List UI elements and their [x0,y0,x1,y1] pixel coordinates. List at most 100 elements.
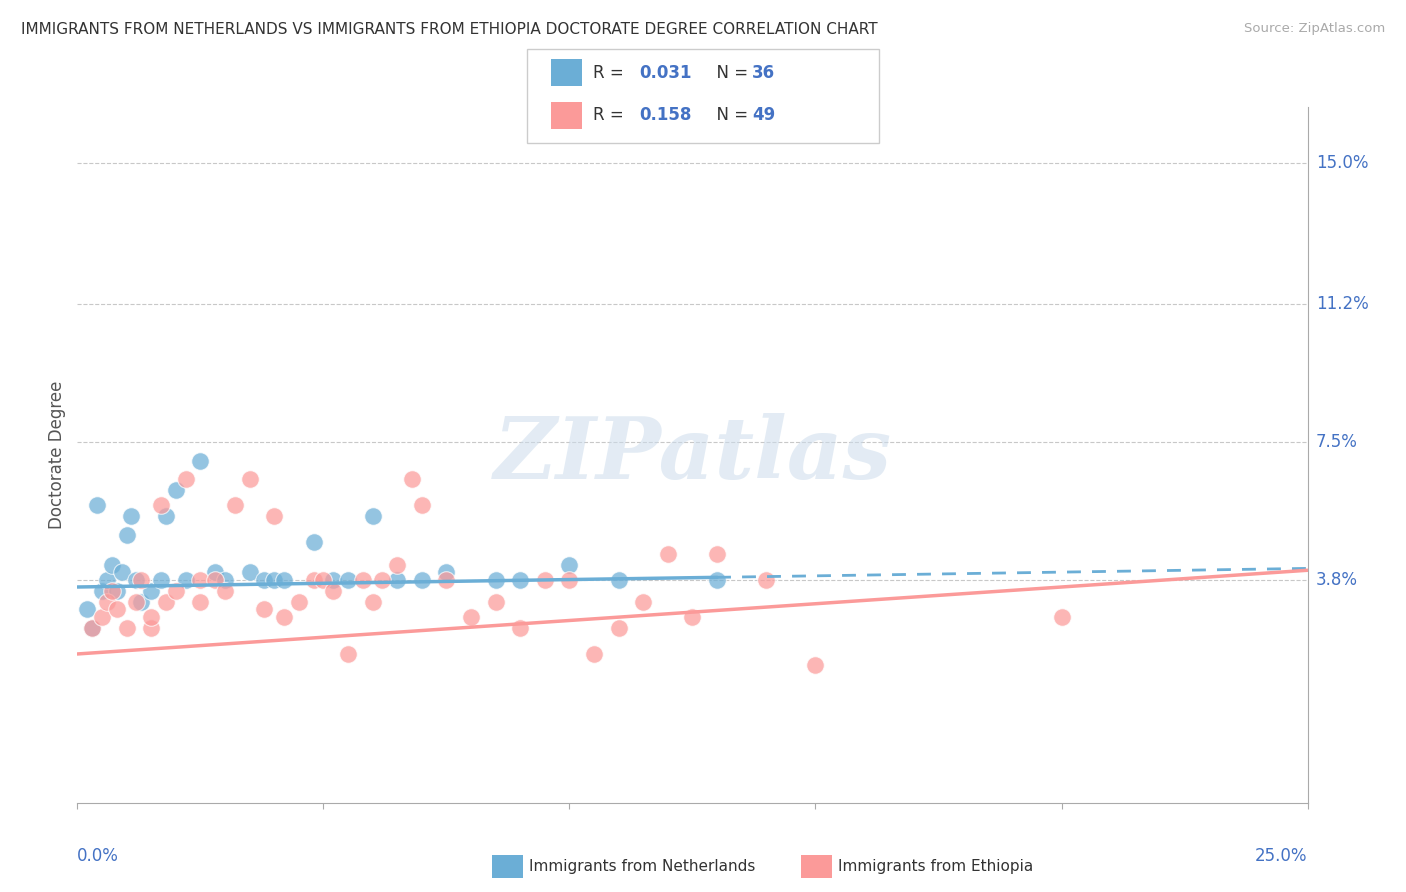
Point [485,573,508,587]
Text: R =: R = [593,64,630,82]
Point [204,573,226,587]
Point [411,498,433,512]
Text: 7.5%: 7.5% [1316,433,1358,450]
Point [337,573,360,587]
Point [657,547,679,561]
Point [125,573,148,587]
Point [150,573,173,587]
Text: 49: 49 [752,106,776,124]
Point [150,498,173,512]
Point [204,565,226,579]
Text: ZIPatlas: ZIPatlas [494,413,891,497]
Point [101,558,124,572]
Text: IMMIGRANTS FROM NETHERLANDS VS IMMIGRANTS FROM ETHIOPIA DOCTORATE DEGREE CORRELA: IMMIGRANTS FROM NETHERLANDS VS IMMIGRANT… [21,22,877,37]
Point [188,595,212,609]
Point [607,621,630,635]
Point [706,573,728,587]
Point [96,573,118,587]
Point [90,583,114,598]
Point [224,498,246,512]
Point [361,509,384,524]
Point [105,602,128,616]
Point [174,472,197,486]
Point [129,595,153,609]
Text: R =: R = [593,106,630,124]
Point [188,573,212,587]
Point [302,535,325,549]
Point [141,609,163,624]
Text: 15.0%: 15.0% [1316,153,1368,172]
Point [558,558,581,572]
Point [111,565,132,579]
Point [174,573,197,587]
Point [804,658,827,673]
Text: Source: ZipAtlas.com: Source: ZipAtlas.com [1244,22,1385,36]
Point [115,528,138,542]
Point [607,573,630,587]
Point [155,595,177,609]
Point [82,621,104,635]
Point [125,595,148,609]
Point [101,583,124,598]
Point [115,621,138,635]
Point [583,647,606,661]
Point [371,573,394,587]
Point [214,583,236,598]
Point [253,573,276,587]
Point [312,573,335,587]
Text: 0.158: 0.158 [640,106,692,124]
Point [76,602,98,616]
Text: 36: 36 [752,64,775,82]
Point [239,565,262,579]
Text: 0.031: 0.031 [640,64,692,82]
Point [1050,609,1073,624]
Point [682,609,704,624]
Point [263,509,285,524]
Point [141,621,163,635]
Text: Immigrants from Ethiopia: Immigrants from Ethiopia [838,859,1033,873]
Point [460,609,482,624]
Point [755,573,778,587]
Text: 11.2%: 11.2% [1316,295,1368,313]
Point [273,573,295,587]
Point [121,509,143,524]
Point [558,573,581,587]
Point [263,573,285,587]
Point [165,483,187,498]
Point [90,609,114,624]
Point [188,453,212,467]
Point [385,573,409,587]
Text: 25.0%: 25.0% [1256,847,1308,865]
Point [485,595,508,609]
Text: N =: N = [706,106,754,124]
Text: N =: N = [706,64,754,82]
Point [165,583,187,598]
Point [401,472,423,486]
Point [214,573,236,587]
Point [105,583,128,598]
Point [706,547,728,561]
Point [82,621,104,635]
Point [302,573,325,587]
Point [436,565,458,579]
Point [273,609,295,624]
Point [411,573,433,587]
Point [361,595,384,609]
Point [385,558,409,572]
Point [337,647,360,661]
Point [253,602,276,616]
Point [288,595,311,609]
Point [239,472,262,486]
Point [155,509,177,524]
Text: 3.8%: 3.8% [1316,571,1358,589]
Y-axis label: Doctorate Degree: Doctorate Degree [48,381,66,529]
Text: 0.0%: 0.0% [77,847,120,865]
Text: Immigrants from Netherlands: Immigrants from Netherlands [529,859,755,873]
Point [436,573,458,587]
Point [509,621,531,635]
Point [509,573,531,587]
Point [96,595,118,609]
Point [322,573,344,587]
Point [141,583,163,598]
Point [352,573,374,587]
